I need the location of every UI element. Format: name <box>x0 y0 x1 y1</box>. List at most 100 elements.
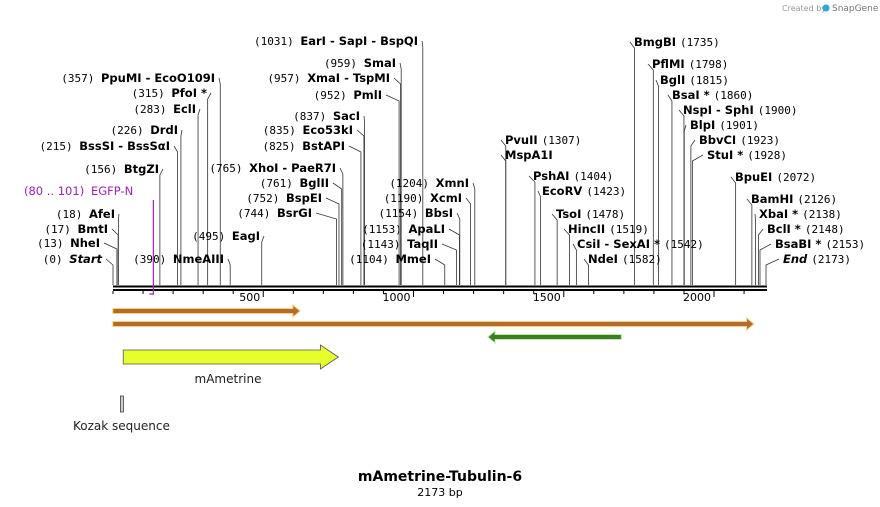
site-taqii[interactable]: (1143) TaqII <box>361 237 438 251</box>
snapgene-credit: Created by SnapGene <box>782 4 879 14</box>
site-mmei[interactable]: (1104) MmeI <box>349 252 431 266</box>
site-bsssi[interactable]: (215) BssSI - BssSαI <box>40 139 170 153</box>
site-pvuii[interactable]: PvuII (1307) <box>505 133 581 147</box>
site-ecli[interactable]: (283) EclI <box>133 102 196 116</box>
site-bsai[interactable]: BsaI * (1860) <box>672 88 753 102</box>
leader-line <box>683 124 687 285</box>
site-position: (1901) <box>719 119 759 132</box>
site-position: (1582) <box>622 253 662 266</box>
site-hincii[interactable]: HincII (1519) <box>568 222 649 236</box>
site-smai[interactable]: (959) SmaI <box>324 56 396 70</box>
site-position: (1190) <box>384 192 430 205</box>
leader-line <box>655 79 659 285</box>
site-position: (761) <box>260 177 300 190</box>
site-bbsi[interactable]: (1154) BbsI <box>379 206 453 220</box>
enzyme-name: EclI <box>173 102 196 116</box>
enzyme-name: BclI * <box>767 222 805 236</box>
site-xmai[interactable]: (957) XmaI - TspMI <box>267 71 390 85</box>
site-drdi[interactable]: (226) DrdI <box>111 123 178 137</box>
site-xbai[interactable]: XbaI * (2138) <box>759 207 842 221</box>
site-pfoi[interactable]: (315) PfoI * <box>132 86 207 100</box>
leader-line <box>746 198 753 285</box>
site-stui[interactable]: StuI * (1928) <box>707 148 787 162</box>
site-bamhi[interactable]: BamHI (2126) <box>751 192 837 206</box>
leader-line <box>765 258 780 285</box>
enzyme-name: BlpI <box>690 118 719 132</box>
site-xhoi[interactable]: (765) XhoI - PaeR7I <box>209 161 336 175</box>
site-mspa1i[interactable]: MspA1I <box>505 148 553 162</box>
orf-arrow-1[interactable] <box>112 303 301 319</box>
site-position: (13) <box>37 237 70 250</box>
leader-line <box>218 77 221 285</box>
site-pshai[interactable]: PshAI (1404) <box>533 169 613 183</box>
site-csii[interactable]: CsiI - SexAI * (1542) <box>577 237 704 251</box>
site-nhei[interactable]: (13) NheI <box>37 236 100 250</box>
site-xmni[interactable]: (1204) XmnI <box>389 176 469 190</box>
site-nspi[interactable]: NspI - SphI (1900) <box>683 103 798 117</box>
site-pmli[interactable]: (952) PmlI <box>314 88 382 102</box>
site-position: (18) <box>56 208 89 221</box>
site-pflmi[interactable]: PflMI (1798) <box>652 57 728 71</box>
leader-line <box>441 243 457 285</box>
site-eagi[interactable]: (495) EagI <box>192 229 260 243</box>
site-label: BamHI (2126) <box>751 192 837 206</box>
site-start[interactable]: (0) Start <box>43 252 103 266</box>
site-label: (1104) MmeI <box>349 252 431 266</box>
enzyme-name: CsiI <box>577 237 605 251</box>
site-bmti[interactable]: (17) BmtI <box>44 222 108 236</box>
site-bspei[interactable]: (752) BspEI <box>246 191 322 205</box>
enzyme-name: BbsI <box>425 206 453 220</box>
feature-kozak[interactable]: Kozak sequence <box>73 395 170 433</box>
site-saci[interactable]: (837) SacI <box>293 109 360 123</box>
leader-line <box>385 94 400 285</box>
credit-prefix: Created by <box>782 4 826 13</box>
feature-mametrine[interactable]: mAmetrine <box>122 344 340 386</box>
enzyme-name: PflMI <box>652 57 689 71</box>
leader-line <box>691 154 704 285</box>
primer-egfp-n[interactable]: (80 .. 101) EGFP-N <box>24 184 154 295</box>
site-afei[interactable]: (18) AfeI <box>56 207 115 221</box>
site-btgzi[interactable]: (156) BtgZI <box>84 162 159 176</box>
site-end[interactable]: End (2173) <box>783 252 851 266</box>
site-label: EcoRV (1423) <box>542 184 626 198</box>
enzyme-name: TsoI <box>556 207 585 221</box>
site-bgli[interactable]: BglI (1815) <box>660 73 729 87</box>
site-label: End (2173) <box>783 252 851 266</box>
site-bsabi[interactable]: BsaBI * (2153) <box>775 237 865 251</box>
credit-brand: SnapGene <box>832 4 879 14</box>
site-bmgbi[interactable]: BmgBI (1735) <box>634 35 720 49</box>
site-position: (835) <box>263 124 303 137</box>
site-bcli[interactable]: BclI * (2148) <box>767 222 845 236</box>
site-position: (2126) <box>797 193 837 206</box>
site-position: (2173) <box>811 253 851 266</box>
site-eco53ki[interactable]: (835) Eco53kI <box>263 123 353 137</box>
orf-arrow-2[interactable] <box>112 316 755 332</box>
site-tsoi[interactable]: TsoI (1478) <box>556 207 625 221</box>
site-bpuei[interactable]: BpuEI (2072) <box>735 170 816 184</box>
enzyme-name: PfoI * <box>171 86 207 100</box>
site-xcmi[interactable]: (1190) XcmI <box>384 191 462 205</box>
orf-arrow-3[interactable] <box>487 329 622 345</box>
site-position: (2072) <box>776 171 816 184</box>
site-ppumi[interactable]: (357) PpuMI - EcoO109I <box>61 71 215 85</box>
site-label: (1190) XcmI <box>384 191 462 205</box>
site-blpi[interactable]: BlpI (1901) <box>690 118 759 132</box>
site-label: BsaI * (1860) <box>672 88 753 102</box>
ruler-label: 2000 <box>683 291 711 304</box>
site-ndei[interactable]: NdeI (1582) <box>588 252 662 266</box>
site-eari[interactable]: (1031) EarI - SapI - BspQI <box>254 34 418 48</box>
site-bstapi[interactable]: (825) BstAPI <box>263 139 345 153</box>
site-apali[interactable]: (1153) ApaLI <box>362 222 445 236</box>
leader-line <box>105 258 114 285</box>
enzyme-name: XmaI <box>307 71 344 85</box>
site-label: (761) BglII <box>260 176 329 190</box>
site-nmeaiii[interactable]: (390) NmeAIII <box>133 252 224 266</box>
site-bsrgi[interactable]: (744) BsrGI <box>237 206 312 220</box>
site-bbvci[interactable]: BbvCI (1923) <box>699 133 780 147</box>
site-label: (315) PfoI * <box>132 86 207 100</box>
mametrine-arrow <box>122 344 340 370</box>
site-position: (952) <box>314 89 354 102</box>
site-bglii[interactable]: (761) BglII <box>260 176 329 190</box>
site-ecorv[interactable]: EcoRV (1423) <box>542 184 626 198</box>
site-label: (0) Start <box>43 252 103 266</box>
